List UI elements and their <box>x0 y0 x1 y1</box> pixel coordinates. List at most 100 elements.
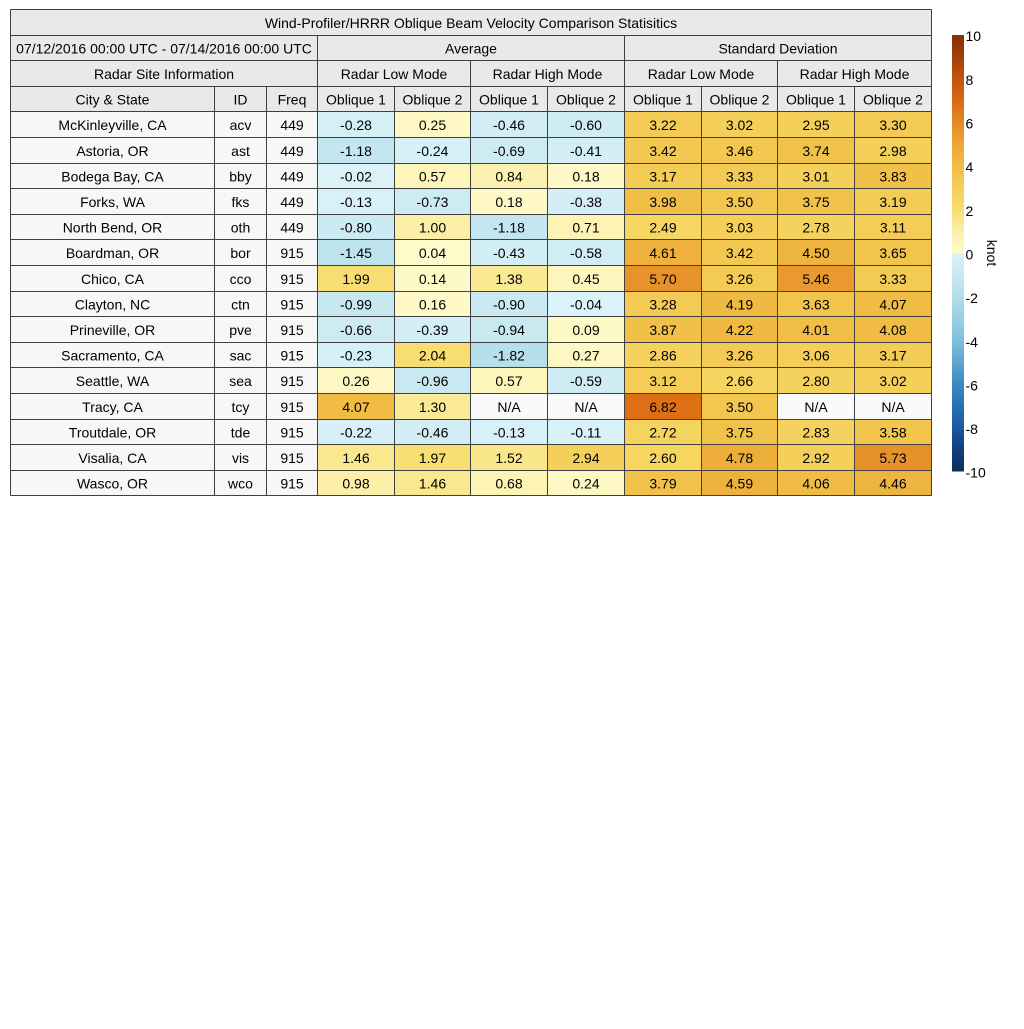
svg-text:Oblique 1: Oblique 1 <box>633 92 693 108</box>
svg-text:fks: fks <box>232 194 250 210</box>
svg-text:6.82: 6.82 <box>649 399 676 415</box>
svg-text:North Bend, OR: North Bend, OR <box>63 220 163 236</box>
svg-text:0.71: 0.71 <box>572 220 599 236</box>
svg-text:2.04: 2.04 <box>419 348 446 364</box>
svg-text:0.84: 0.84 <box>495 169 522 185</box>
svg-text:0.04: 0.04 <box>419 245 446 261</box>
svg-text:4.01: 4.01 <box>802 322 829 338</box>
svg-text:3.11: 3.11 <box>880 220 906 236</box>
svg-text:1.00: 1.00 <box>419 220 446 236</box>
svg-text:3.02: 3.02 <box>726 117 753 133</box>
svg-text:0.14: 0.14 <box>419 271 446 287</box>
svg-text:10: 10 <box>966 28 982 44</box>
svg-text:3.33: 3.33 <box>879 271 906 287</box>
svg-text:Bodega Bay, CA: Bodega Bay, CA <box>61 169 164 185</box>
svg-text:3.26: 3.26 <box>726 348 753 364</box>
svg-text:2.60: 2.60 <box>649 450 676 466</box>
svg-text:3.75: 3.75 <box>802 194 829 210</box>
svg-text:4.59: 4.59 <box>726 476 753 492</box>
svg-text:Radar Low Mode: Radar Low Mode <box>648 66 755 82</box>
svg-text:4.08: 4.08 <box>879 322 906 338</box>
svg-text:0.27: 0.27 <box>572 348 599 364</box>
svg-text:Tracy, CA: Tracy, CA <box>82 399 143 415</box>
svg-text:-0.23: -0.23 <box>340 348 372 364</box>
svg-text:0.57: 0.57 <box>419 169 446 185</box>
svg-text:-0.46: -0.46 <box>493 117 525 133</box>
svg-text:6: 6 <box>966 116 974 132</box>
svg-text:4.07: 4.07 <box>342 399 369 415</box>
svg-text:3.79: 3.79 <box>649 476 676 492</box>
svg-text:2.83: 2.83 <box>802 425 829 441</box>
svg-text:-0.04: -0.04 <box>570 297 602 313</box>
svg-text:3.01: 3.01 <box>802 169 829 185</box>
svg-text:2.66: 2.66 <box>726 373 753 389</box>
svg-text:-0.96: -0.96 <box>417 373 449 389</box>
svg-text:oth: oth <box>231 220 250 236</box>
svg-text:-1.18: -1.18 <box>493 220 525 236</box>
svg-text:1.38: 1.38 <box>495 271 522 287</box>
svg-text:-0.66: -0.66 <box>340 322 372 338</box>
svg-text:2.80: 2.80 <box>802 373 829 389</box>
svg-text:cco: cco <box>230 271 252 287</box>
svg-text:5.70: 5.70 <box>649 271 676 287</box>
svg-text:Prineville, OR: Prineville, OR <box>70 322 156 338</box>
svg-text:3.74: 3.74 <box>802 143 829 159</box>
svg-text:Chico, CA: Chico, CA <box>81 271 145 287</box>
svg-text:0.25: 0.25 <box>419 117 446 133</box>
svg-text:2.98: 2.98 <box>879 143 906 159</box>
svg-text:2.49: 2.49 <box>649 220 676 236</box>
svg-text:3.63: 3.63 <box>802 297 829 313</box>
svg-text:-0.46: -0.46 <box>417 425 449 441</box>
svg-text:3.42: 3.42 <box>649 143 676 159</box>
svg-text:2: 2 <box>966 203 974 219</box>
svg-text:3.65: 3.65 <box>879 245 906 261</box>
svg-text:4.61: 4.61 <box>649 245 676 261</box>
svg-text:4.50: 4.50 <box>802 245 829 261</box>
svg-text:-0.73: -0.73 <box>417 194 449 210</box>
svg-text:ctn: ctn <box>231 297 250 313</box>
svg-text:wco: wco <box>227 476 253 492</box>
svg-text:-8: -8 <box>966 421 979 437</box>
svg-text:acv: acv <box>230 117 252 133</box>
svg-text:3.87: 3.87 <box>649 322 676 338</box>
svg-text:915: 915 <box>280 425 304 441</box>
svg-text:-0.59: -0.59 <box>570 373 602 389</box>
svg-text:4.46: 4.46 <box>879 476 906 492</box>
svg-text:2.86: 2.86 <box>649 348 676 364</box>
svg-text:tcy: tcy <box>232 399 250 415</box>
svg-text:Average: Average <box>445 41 497 57</box>
svg-text:-0.11: -0.11 <box>571 425 602 441</box>
svg-text:Wind-Profiler/HRRR Oblique Bea: Wind-Profiler/HRRR Oblique Beam Velocity… <box>265 15 677 31</box>
svg-text:0.09: 0.09 <box>572 322 599 338</box>
svg-text:3.58: 3.58 <box>879 425 906 441</box>
svg-text:449: 449 <box>280 220 304 236</box>
svg-text:-0.43: -0.43 <box>493 245 525 261</box>
svg-text:4.78: 4.78 <box>726 450 753 466</box>
svg-text:-6: -6 <box>966 377 979 393</box>
svg-text:915: 915 <box>280 348 304 364</box>
svg-text:3.03: 3.03 <box>726 220 753 236</box>
svg-text:N/A: N/A <box>804 399 828 415</box>
svg-text:3.17: 3.17 <box>879 348 906 364</box>
svg-text:Seattle, WA: Seattle, WA <box>76 373 150 389</box>
svg-text:-10: -10 <box>966 465 986 481</box>
svg-text:5.73: 5.73 <box>879 450 906 466</box>
svg-text:-0.41: -0.41 <box>570 143 602 159</box>
svg-text:07/12/2016 00:00 UTC - 07/14/2: 07/12/2016 00:00 UTC - 07/14/2016 00:00 … <box>16 41 312 57</box>
svg-text:2.72: 2.72 <box>649 425 676 441</box>
svg-text:3.30: 3.30 <box>879 117 906 133</box>
svg-text:2.95: 2.95 <box>802 117 829 133</box>
svg-text:4.19: 4.19 <box>726 297 753 313</box>
svg-text:3.26: 3.26 <box>726 271 753 287</box>
svg-text:3.22: 3.22 <box>649 117 676 133</box>
svg-text:1.97: 1.97 <box>419 450 446 466</box>
svg-text:1.30: 1.30 <box>419 399 446 415</box>
svg-text:N/A: N/A <box>574 399 598 415</box>
svg-text:0.68: 0.68 <box>495 476 522 492</box>
svg-text:Astoria, OR: Astoria, OR <box>76 143 148 159</box>
svg-text:-0.58: -0.58 <box>570 245 602 261</box>
svg-text:0.57: 0.57 <box>495 373 522 389</box>
svg-text:Standard Deviation: Standard Deviation <box>718 41 837 57</box>
svg-text:0.45: 0.45 <box>572 271 599 287</box>
svg-text:N/A: N/A <box>497 399 521 415</box>
